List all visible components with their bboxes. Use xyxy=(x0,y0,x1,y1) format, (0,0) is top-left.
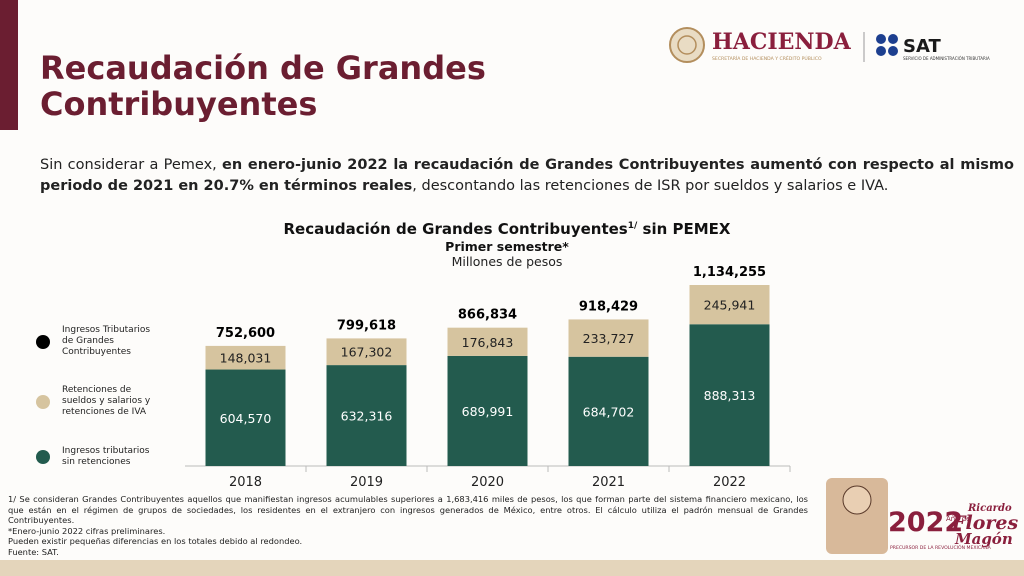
badge-year: 2022 xyxy=(888,507,963,538)
total-label: 866,834 xyxy=(458,308,517,323)
data-label: 176,843 xyxy=(462,335,514,350)
chart-subtitle: Primer semestre* xyxy=(445,239,569,254)
data-label: 888,313 xyxy=(704,388,756,403)
data-label: 632,316 xyxy=(341,409,393,424)
data-label: 689,991 xyxy=(462,404,514,419)
bar-segment xyxy=(447,327,528,356)
legend-entry: Ingresos Tributarios de Grandes Contribu… xyxy=(36,325,156,358)
legend-swatch xyxy=(36,450,50,464)
bar-segment xyxy=(447,355,528,466)
total-label: 799,618 xyxy=(337,318,396,333)
footnote: Pueden existir pequeñas diferencias en l… xyxy=(8,536,303,546)
legend-entry: Ingresos tributarios sin retenciones xyxy=(36,446,156,468)
intro-part: en enero-junio 2022 la recaudación de Gr… xyxy=(40,157,1014,194)
legend-entry: Retenciones de sueldos y salarios y rete… xyxy=(36,385,156,418)
total-label: 1,134,255 xyxy=(693,265,766,280)
data-label: 245,941 xyxy=(704,298,756,313)
sat-sub: SERVICIO DE ADMINISTRACIÓN TRIBUTARIA xyxy=(903,56,990,61)
hacienda-emblem-inner xyxy=(677,35,697,55)
legend-label: Ingresos Tributarios de Grandes Contribu… xyxy=(62,325,151,357)
bar-segment xyxy=(205,345,286,370)
bar-segment xyxy=(205,369,286,466)
badge-caption: PRECURSOR DE LA REVOLUCIÓN MEXICANA xyxy=(890,544,992,551)
bar-segment xyxy=(568,319,649,357)
bar-segment xyxy=(689,324,770,466)
intro-text: Sin considerar a Pemex, en enero-junio 2… xyxy=(40,155,1014,197)
badge-year-of: Año de xyxy=(946,515,970,523)
chart-title-end: sin PEMEX xyxy=(637,220,731,238)
accent-bar xyxy=(0,0,18,130)
sat-icon xyxy=(876,34,898,56)
legend-swatch xyxy=(36,334,50,349)
footnote: *Enero-junio 2022 cifras preliminares. xyxy=(8,525,166,536)
x-tick-label: 2018 xyxy=(229,475,262,490)
bar-segment xyxy=(326,338,407,366)
badge-surname-2: Magón xyxy=(954,530,1013,548)
badge-first-name: Ricardo xyxy=(967,503,1012,514)
slide-title: Recaudación de Grandes Contribuyentes xyxy=(40,49,486,123)
data-label: 167,302 xyxy=(341,345,393,360)
x-tick-label: 2019 xyxy=(350,475,383,490)
chart-unit: Millones de pesos xyxy=(452,254,563,269)
hacienda-logo: HACIENDA xyxy=(712,29,852,55)
intro-part: , descontando las retenciones de ISR por… xyxy=(412,178,889,194)
footnote: 1/ Se consideran Grandes Contribuyentes … xyxy=(8,494,808,525)
badge: 2022 Año de Ricardo Flores Magón PRECURS… xyxy=(826,478,1018,554)
footer-strip xyxy=(0,560,1024,576)
chart-title: Recaudación de Grandes Contribuyentes1/ … xyxy=(284,220,731,238)
total-label: 752,600 xyxy=(216,326,275,341)
total-label: 918,429 xyxy=(579,299,638,314)
badge-portrait xyxy=(826,478,888,554)
x-tick-label: 2020 xyxy=(471,475,504,490)
bar-segment xyxy=(689,285,770,325)
x-tick-label: 2022 xyxy=(713,475,746,490)
data-label: 148,031 xyxy=(220,351,272,366)
legend-label: Retenciones de sueldos y salarios y rete… xyxy=(62,385,151,417)
data-label: 684,702 xyxy=(583,404,635,419)
badge-surname-1: Flores xyxy=(951,512,1018,534)
hacienda-emblem xyxy=(669,27,705,63)
data-label: 233,727 xyxy=(583,331,635,346)
footnote: Fuente: SAT. xyxy=(8,546,59,557)
bar-segment xyxy=(326,365,407,466)
legend-label: Ingresos tributarios sin retenciones xyxy=(62,446,150,467)
chart-title-note: 1/ xyxy=(628,221,638,231)
intro-part: Sin considerar a Pemex, xyxy=(40,157,223,173)
data-label: 604,570 xyxy=(220,411,272,426)
chart-title-main: Recaudación de Grandes Contribuyentes xyxy=(284,220,628,238)
x-tick-label: 2021 xyxy=(592,475,625,490)
legend-swatch xyxy=(36,394,50,409)
badge-face xyxy=(842,485,872,515)
hacienda-sub: SECRETARÍA DE HACIENDA Y CRÉDITO PÚBLICO xyxy=(712,54,822,62)
bar-segment xyxy=(568,356,649,466)
footnotes: 1/ Se consideran Grandes Contribuyentes … xyxy=(8,494,808,557)
sat-logo: SAT xyxy=(903,36,941,57)
